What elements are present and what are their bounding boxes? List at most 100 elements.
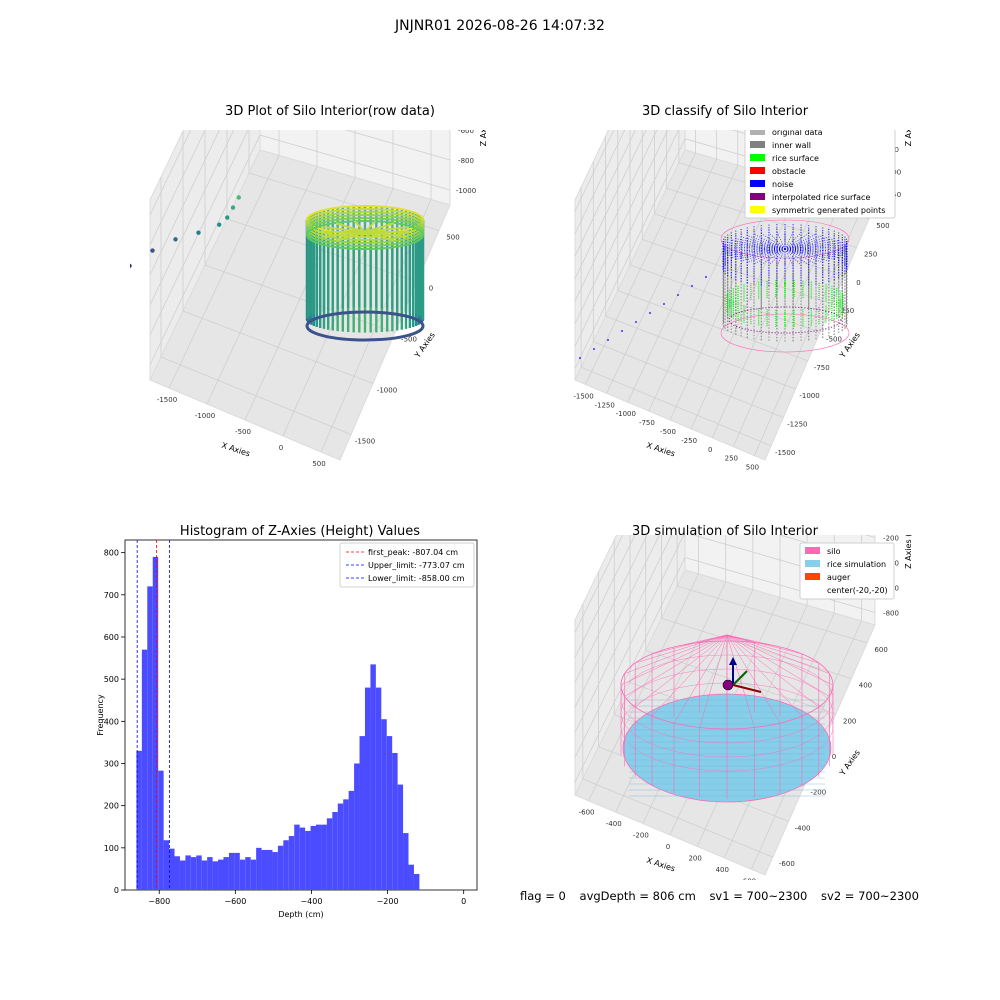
histogram-bar [234, 852, 240, 890]
auger-x-arrow [732, 684, 762, 693]
noise-point [621, 330, 623, 332]
legend-swatch [805, 547, 820, 554]
z-tick-label: -1000 [456, 187, 476, 195]
z-gridline [574, 130, 647, 279]
z-tick-label: -200 [883, 535, 899, 543]
legend-swatch [805, 573, 820, 580]
y-tick-label: 500 [446, 234, 459, 242]
silo-top-ring [306, 220, 424, 250]
legend-label: rice surface [772, 154, 819, 163]
x-tick-label: -1250 [594, 401, 614, 409]
noise-point [593, 348, 595, 350]
noise-roof-point [784, 248, 823, 263]
histogram-bar [408, 864, 414, 890]
y-tick-label: 600 [104, 633, 119, 642]
legend-label: Lower_limit: -858.00 cm [368, 574, 465, 583]
noise-roof-point [731, 240, 786, 250]
x-tick-label: 500 [746, 464, 759, 470]
z-tick-label: -800 [883, 610, 899, 618]
y-gridline [617, 130, 808, 362]
silo-roof-point [335, 222, 366, 233]
noise-point [705, 276, 707, 278]
silo-roof-line [726, 634, 781, 724]
legend-label: inner wall [772, 141, 811, 150]
legend-swatch [750, 154, 765, 161]
legend-label: original data [772, 130, 823, 137]
silo-roof-line [624, 634, 728, 674]
silo-roof-line [726, 634, 755, 728]
noise-roof-point [753, 248, 786, 264]
noise-roof-point [784, 242, 843, 250]
histogram-bar [267, 849, 273, 890]
histogram-bar [370, 664, 376, 890]
legend-label: obstacle [772, 167, 806, 176]
noise-roof-point [741, 236, 786, 250]
y-tick-label: 500 [876, 222, 889, 230]
y-gridline [160, 177, 352, 435]
legend-swatch [750, 130, 765, 135]
z-axis-label: Z Axies (Depth) [904, 535, 913, 569]
histogram-bar [228, 852, 235, 890]
x-tick-label: -200 [633, 832, 649, 840]
legend-box [339, 542, 475, 588]
silo-top-ring [306, 217, 424, 247]
histogram-bar [413, 873, 420, 890]
outlier-point [225, 215, 230, 220]
y-tick-label: -750 [814, 364, 830, 372]
x-tick-label: -1500 [573, 392, 593, 400]
histogram-bar [283, 840, 289, 890]
histogram-bar [288, 836, 295, 890]
histogram-bar [250, 859, 257, 890]
y-tick-label: 600 [874, 646, 887, 654]
histogram-bar [185, 855, 191, 890]
silo-top-ring [306, 205, 424, 235]
x-tick-label: 200 [688, 854, 701, 862]
noise-point [691, 285, 693, 287]
silo-top-ring [306, 211, 424, 241]
noise-roof-point [784, 240, 839, 250]
x-tick-label: 600 [743, 877, 756, 880]
y-gridline [676, 535, 868, 644]
y-tick-label: 0 [429, 285, 433, 293]
x-tick-label: -750 [639, 419, 655, 427]
z-gridline [574, 130, 626, 234]
y-tick-label: -400 [795, 824, 811, 832]
x-axis-label: X Axies [645, 856, 676, 874]
outlier-point [150, 248, 155, 253]
x-tick-label: -1500 [157, 396, 177, 404]
silo-roof-line [699, 634, 728, 643]
x-tick-label: -250 [681, 437, 697, 445]
silo-roof-line [726, 634, 819, 708]
z-gridline [574, 535, 648, 683]
histogram-bar [403, 833, 409, 890]
noise-roof-point [784, 236, 829, 250]
noise-roof-point [784, 244, 845, 250]
x-axis-label: Depth (cm) [278, 910, 323, 919]
noise-roof-point [784, 248, 817, 264]
legend-swatch [805, 560, 820, 567]
legend-label: symmetric generated points [772, 206, 885, 215]
sv1-value: sv1 = 700~2300 [709, 889, 808, 903]
noise-roof-point [725, 244, 786, 250]
y-tick-label: -600 [779, 860, 795, 868]
x-tick-label: 0 [666, 843, 670, 851]
noise-roof-point [784, 248, 843, 256]
outlier-point [130, 263, 132, 268]
y-tick-label: -1500 [775, 449, 795, 457]
legend-label: auger [827, 573, 851, 582]
noise-roof-point [784, 234, 817, 250]
y-gridline [645, 535, 836, 715]
histogram-bar [239, 859, 246, 890]
x-gridline [627, 130, 739, 403]
legend-label: center(-20,-20) [827, 586, 888, 595]
z-gridline [574, 535, 624, 633]
histogram-bar [299, 827, 306, 890]
figure-title: JNJNR01 2026-08-26 14:07:32 [395, 18, 605, 34]
z-gridline [574, 130, 658, 302]
flag-value: flag = 0 [520, 889, 566, 903]
histogram-bar [179, 860, 186, 890]
noise-roof-point [735, 238, 786, 250]
z-gridline [149, 130, 451, 336]
y-tick-label: -500 [401, 336, 417, 344]
silo-roof-line [726, 634, 803, 655]
